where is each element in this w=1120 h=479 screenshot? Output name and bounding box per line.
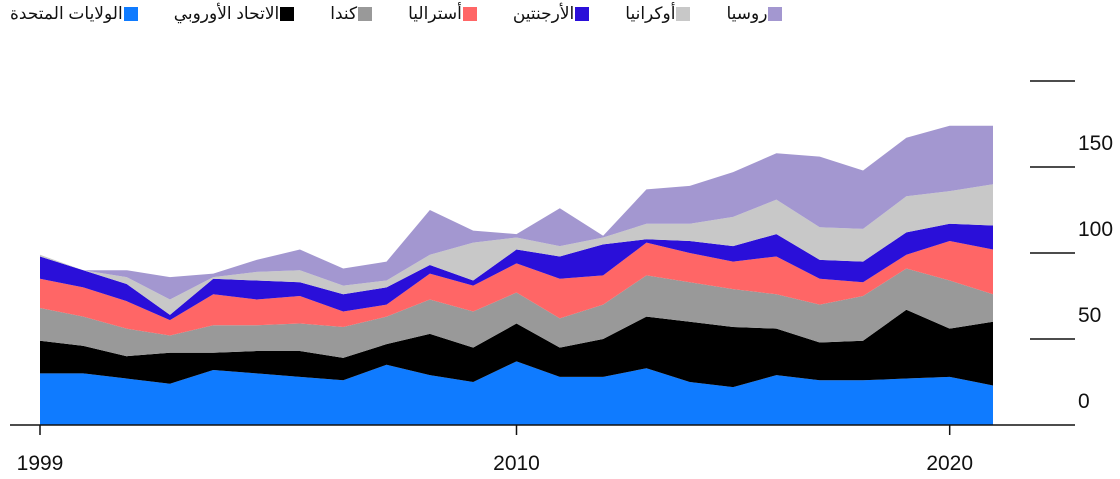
legend-swatch xyxy=(768,7,783,21)
legend-swatch xyxy=(676,7,691,21)
legend-swatch xyxy=(575,7,590,21)
legend-swatch xyxy=(123,7,138,21)
legend-label: الاتحاد الأوروبي xyxy=(173,4,280,23)
area xyxy=(40,268,993,358)
x-tick-label: 2010 xyxy=(493,452,540,475)
legend-label: أوكرانيا xyxy=(625,4,676,23)
legend-label: روسيا xyxy=(726,4,768,23)
area xyxy=(40,309,993,388)
legend-label: أستراليا xyxy=(408,4,462,23)
legend-swatch xyxy=(358,7,373,21)
y-tick-label: 50 xyxy=(1078,304,1101,327)
legend: الولايات المتحدة الاتحاد الأوروبي كندا أستر… xyxy=(10,4,783,24)
area xyxy=(40,223,993,321)
legend-item: الأرجنتين xyxy=(512,4,590,24)
legend-label: الولايات المتحدة xyxy=(10,4,123,23)
legend-swatch xyxy=(462,7,477,21)
area xyxy=(40,184,993,315)
legend-item: أستراليا xyxy=(408,4,477,24)
x-tick-label: 1999 xyxy=(17,452,64,475)
legend-item: أوكرانيا xyxy=(625,4,691,24)
y-tick-label: 150 xyxy=(1078,132,1113,155)
legend-item: الولايات المتحدة xyxy=(10,4,138,24)
y-tick-label: 0 xyxy=(1078,390,1090,413)
legend-label: كندا xyxy=(330,4,358,23)
area xyxy=(40,240,993,336)
y-tick-label: 100 xyxy=(1078,218,1113,241)
area xyxy=(40,125,993,300)
x-tick-label: 2020 xyxy=(926,452,973,475)
legend-item: روسيا xyxy=(726,4,783,24)
legend-label: الأرجنتين xyxy=(512,4,575,23)
legend-item: كندا xyxy=(330,4,373,24)
legend-swatch xyxy=(280,7,295,21)
legend-item: الاتحاد الأوروبي xyxy=(174,4,295,24)
area xyxy=(40,361,993,425)
